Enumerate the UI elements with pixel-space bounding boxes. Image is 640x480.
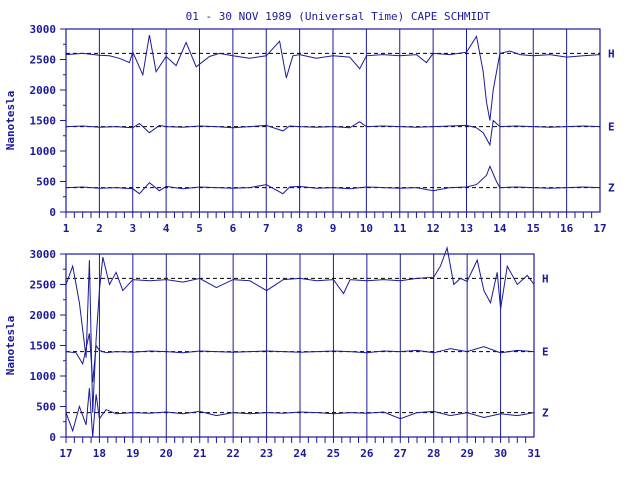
y-tick-label: 2000 [30, 84, 57, 97]
component-label-e: E [542, 346, 549, 359]
y-tick-label: 500 [36, 401, 56, 414]
series-trace-h [65, 246, 535, 413]
component-label-h: H [608, 47, 615, 60]
x-tick-label: 12 [427, 222, 440, 235]
y-tick-label: 0 [49, 206, 56, 219]
y-tick-label: 1500 [30, 115, 57, 128]
y-tick-label: 2500 [30, 279, 57, 292]
chart-title: 01 - 30 NOV 1989 (Universal Time) CAPE S… [186, 10, 491, 23]
panel-1: 1 2 3 4 5 6 7 8 9 10 11 12 13 14 15 16 17050010001500200… [4, 23, 615, 235]
y-tick-label: 2000 [30, 309, 57, 322]
component-label-z: Z [608, 182, 615, 195]
x-tick-label: 21 [193, 447, 207, 460]
x-tick-label: 17 [593, 222, 606, 235]
x-tick-label: 14 [493, 222, 507, 235]
x-tick-label: 13 [460, 222, 473, 235]
x-tick-label: 4 [163, 222, 170, 235]
component-label-z: Z [542, 407, 549, 420]
x-tick-label: 7 [263, 222, 270, 235]
y-tick-label: 500 [36, 176, 56, 189]
y-axis-label: Nanotesla [4, 91, 17, 151]
y-tick-label: 1500 [30, 340, 57, 353]
y-tick-label: 0 [49, 431, 56, 444]
x-tick-label: 11 [393, 222, 407, 235]
x-tick-label: 22 [227, 447, 240, 460]
series-trace-z [65, 388, 535, 438]
series-trace-z [65, 164, 601, 195]
x-tick-label: 3 [129, 222, 136, 235]
x-tick-label: 25 [327, 447, 340, 460]
x-tick-label: 27 [394, 447, 407, 460]
x-tick-label: 17 [59, 447, 72, 460]
x-tick-label: 19 [126, 447, 139, 460]
y-tick-label: 1000 [30, 145, 57, 158]
y-tick-label: 1000 [30, 370, 57, 383]
y-tick-label: 3000 [30, 23, 57, 36]
x-tick-label: 8 [296, 222, 303, 235]
panels: 1 2 3 4 5 6 7 8 9 10 11 12 13 14 15 16 17050010001500200… [4, 23, 615, 460]
y-tick-label: 2500 [30, 54, 57, 67]
x-tick-label: 24 [293, 447, 307, 460]
x-tick-label: 29 [461, 447, 474, 460]
x-tick-label: 1 [63, 222, 70, 235]
x-tick-label: 6 [230, 222, 237, 235]
x-tick-label: 5 [196, 222, 203, 235]
component-label-e: E [608, 121, 615, 134]
x-tick-label: 31 [527, 447, 541, 460]
series-trace-e [65, 119, 601, 147]
y-axis-label: Nanotesla [4, 316, 17, 376]
x-tick-label: 26 [360, 447, 374, 460]
x-tick-label: 20 [160, 447, 173, 460]
x-tick-label: 10 [360, 222, 373, 235]
x-tick-label: 18 [93, 447, 106, 460]
x-tick-label: 2 [96, 222, 103, 235]
x-tick-label: 15 [527, 222, 540, 235]
y-tick-label: 3000 [30, 248, 57, 261]
component-label-h: H [542, 272, 549, 285]
x-tick-label: 30 [494, 447, 507, 460]
series-trace-e [65, 333, 535, 383]
x-tick-label: 23 [260, 447, 273, 460]
panel-2: 17 18 19 20 21 22 23 24 25 26 27 28 29 30 31 0 500 1000 15… [4, 246, 549, 460]
x-tick-label: 9 [330, 222, 337, 235]
x-tick-label: 28 [427, 447, 440, 460]
series-trace-h [65, 34, 601, 121]
x-tick-label: 16 [560, 222, 574, 235]
